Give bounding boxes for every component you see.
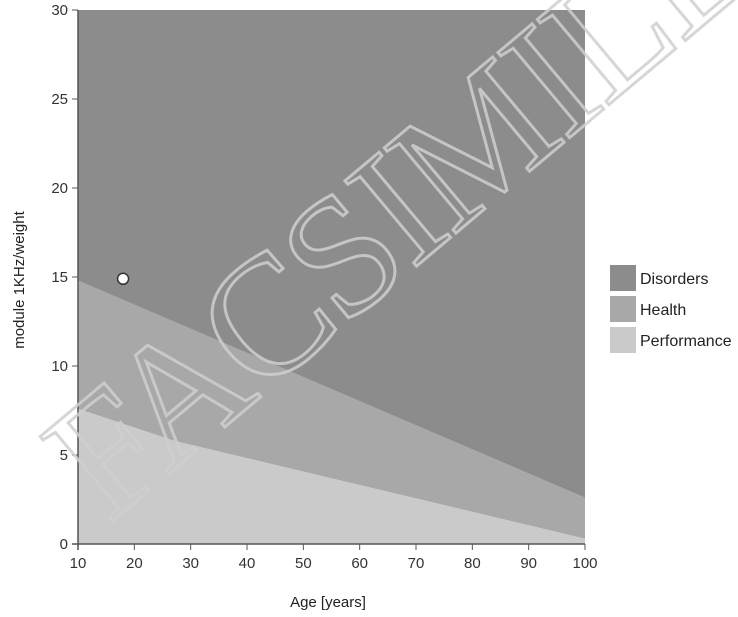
x-tick-label: 30 xyxy=(182,555,199,572)
y-tick-label: 10 xyxy=(51,358,68,375)
axes xyxy=(72,10,585,550)
region-disorders xyxy=(78,10,585,498)
x-tick-label: 100 xyxy=(572,555,597,572)
y-tick-label: 20 xyxy=(51,180,68,197)
legend-label-disorders: Disorders xyxy=(640,271,708,288)
x-tick-label: 10 xyxy=(70,555,87,572)
y-tick-label: 5 xyxy=(60,447,68,464)
x-tick-label: 60 xyxy=(351,555,368,572)
x-tick-label: 40 xyxy=(239,555,256,572)
data-points xyxy=(116,272,130,286)
region-areas xyxy=(78,10,585,544)
x-tick-label: 50 xyxy=(295,555,312,572)
legend-label-health: Health xyxy=(640,302,686,319)
x-tick-label: 90 xyxy=(520,555,537,572)
x-axis-title: Age [years] xyxy=(290,594,366,611)
legend-swatch-performance xyxy=(610,327,636,353)
x-tick-label: 70 xyxy=(408,555,425,572)
y-tick-label: 0 xyxy=(60,536,68,553)
legend-swatch-health xyxy=(610,296,636,322)
y-tick-label: 15 xyxy=(51,269,68,286)
legend: Disorders Health Performance xyxy=(610,265,732,353)
x-tick-label: 20 xyxy=(126,555,143,572)
x-tick-label: 80 xyxy=(464,555,481,572)
ticks: 10 20 30 40 50 60 70 80 90 100 0 5 10 15 20 25 30 xyxy=(51,2,597,572)
legend-swatch-disorders xyxy=(610,265,636,291)
y-tick-label: 25 xyxy=(51,91,68,108)
region-health xyxy=(78,280,585,539)
legend-label-performance: Performance xyxy=(640,333,732,350)
region-performance xyxy=(78,408,585,544)
data-point xyxy=(116,272,130,286)
y-axis-title: module 1KHz/weight xyxy=(11,210,28,348)
y-tick-label: 30 xyxy=(51,2,68,19)
